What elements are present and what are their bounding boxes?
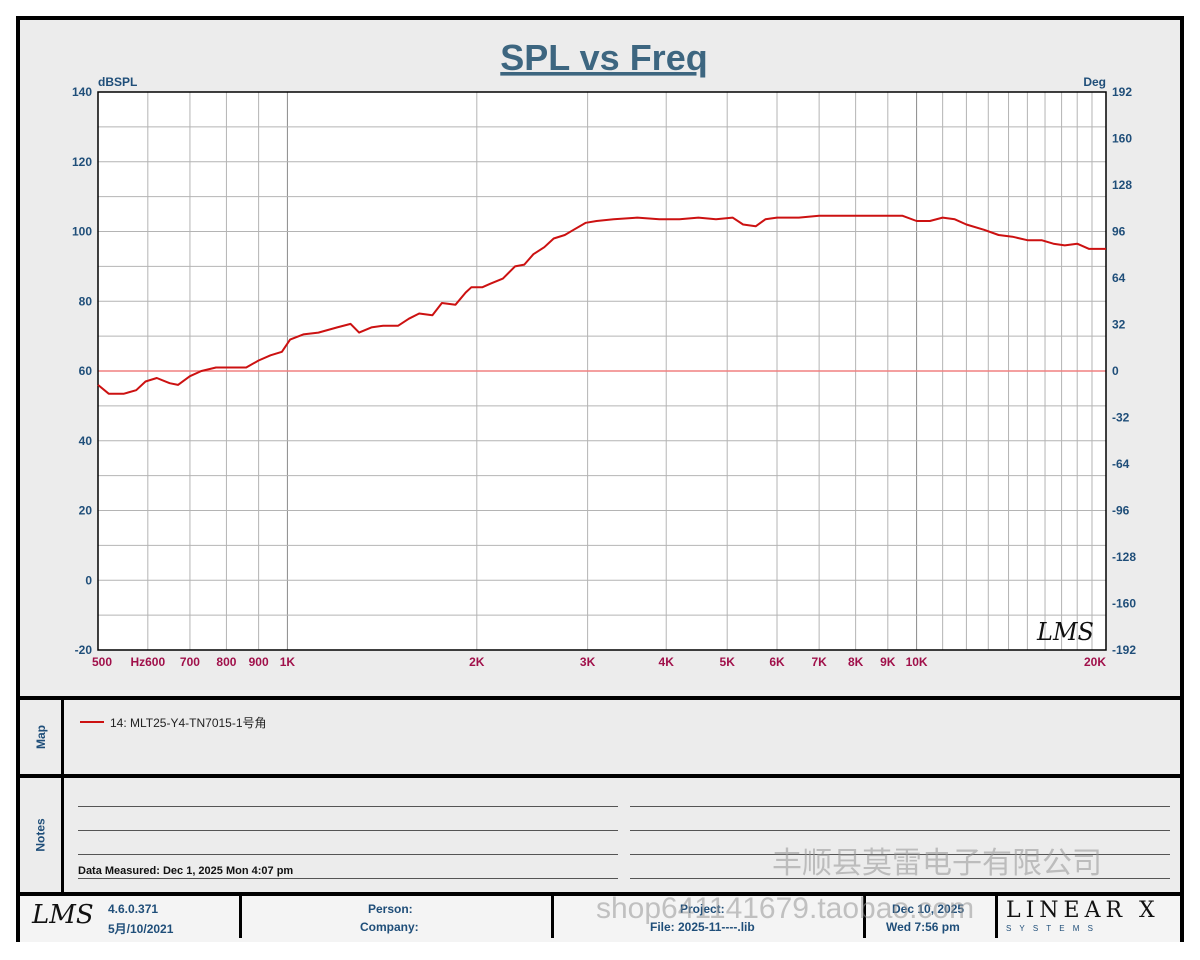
legend-swatch [80, 721, 104, 723]
divider [20, 892, 1180, 896]
map-section: Map 14: MLT25-Y4-TN7015-1号角 [20, 700, 1180, 774]
chart-title: SPL vs Freq [500, 37, 707, 78]
x-tick-label: Hz600 [130, 655, 165, 669]
x-tick-label: 6K [769, 655, 785, 669]
note-line[interactable] [630, 854, 1170, 855]
x-tick-label: 4K [659, 655, 675, 669]
y2-tick-label: -32 [1112, 411, 1130, 425]
y-tick-label: 60 [79, 364, 93, 378]
y-tick-label: 120 [72, 155, 92, 169]
divider [20, 774, 1180, 778]
y-tick-label: 100 [72, 225, 92, 239]
note-line[interactable] [630, 806, 1170, 807]
y2-tick-label: 64 [1112, 271, 1126, 285]
map-label: Map [20, 700, 64, 774]
version-date-text: 5月/10/2021 [108, 922, 174, 936]
y2-tick-label: -128 [1112, 550, 1136, 564]
brand-main: LINEAR X [1006, 898, 1160, 923]
spl-curve [97, 214, 1106, 395]
version-text: 4.6.0.371 [108, 902, 159, 916]
footer-project-cell: Project: File: 2025-11----.lib [554, 896, 866, 938]
x-tick-label: 7K [811, 655, 827, 669]
notes-label: Notes [20, 778, 64, 892]
y2-axis-label: Deg [1083, 75, 1106, 89]
spl-chart: SPL vs Freq dBSPL Deg 140 120 100 80 60 40 20 0 -20… [72, 37, 1136, 669]
y-tick-label: 140 [72, 85, 92, 99]
time-text: Wed 7:56 pm [886, 920, 960, 934]
x-tick-label: 700 [180, 655, 200, 669]
y2-tick-label: 32 [1112, 318, 1126, 332]
x-tick-label: 500 [92, 655, 112, 669]
x-tick-label: 5K [720, 655, 736, 669]
note-line[interactable] [78, 854, 618, 855]
x-tick-label: 1K [280, 655, 296, 669]
file-label: File: 2025-11----.lib [650, 920, 755, 934]
data-measured-text: Data Measured: Dec 1, 2025 Mon 4:07 pm [78, 865, 294, 877]
note-line[interactable] [630, 878, 1170, 879]
y-tick-label: -20 [75, 643, 93, 657]
y-axis-label: dBSPL [98, 75, 137, 89]
y2-tick-label: -64 [1112, 457, 1130, 471]
main-window: SPL vs Freq dBSPL Deg 140 120 100 80 60 40 20 0 -20… [16, 16, 1184, 942]
y2-tick-label: 0 [1112, 364, 1119, 378]
divider [20, 696, 1180, 700]
x-tick-label: 20K [1084, 655, 1106, 669]
footer-person-cell: Person: Company: [242, 896, 554, 938]
x-tick-label: 2K [469, 655, 485, 669]
x-tick-label: 10K [906, 655, 928, 669]
footer-version-cell: LMS 4.6.0.371 5月/10/2021 [20, 896, 242, 938]
y2-tick-label: -192 [1112, 643, 1136, 657]
linearx-logo: LINEAR X S Y S T E M S [998, 896, 1180, 938]
y2-tick-label: 192 [1112, 85, 1132, 99]
y-tick-label: 80 [79, 294, 93, 308]
notes-section: Notes Data Measured: Dec 1, 2025 Mon 4:0… [20, 778, 1180, 892]
note-line[interactable] [78, 878, 618, 879]
company-label: Company: [360, 920, 419, 934]
brand-sub: S Y S T E M S [1006, 924, 1096, 933]
y-tick-label: 0 [85, 573, 92, 587]
y2-tick-label: -160 [1112, 597, 1136, 611]
x-tick-label: 9K [880, 655, 896, 669]
y-tick-label: 40 [79, 434, 93, 448]
note-line[interactable] [78, 830, 618, 831]
y2-tick-label: 96 [1112, 225, 1126, 239]
y-tick-label: 20 [79, 504, 93, 518]
person-label: Person: [368, 902, 413, 916]
lms-plot-logo: LMS [1036, 618, 1094, 646]
footer-bar: LMS 4.6.0.371 5月/10/2021 Person: Company… [20, 896, 1180, 942]
plot-border [97, 91, 1107, 651]
x-tick-label: 3K [580, 655, 596, 669]
shop-watermark: shop641141679.taobao.com [596, 892, 975, 925]
y2-tick-label: 128 [1112, 178, 1132, 192]
footer-date-cell: Dec 10, 2025 Wed 7:56 pm [866, 896, 998, 938]
company-watermark: 丰顺县莫雷电子有限公司 [772, 847, 1102, 880]
lms-logo: LMS [32, 900, 94, 930]
note-line[interactable] [78, 806, 618, 807]
legend-entry: 14: MLT25-Y4-TN7015-1号角 [110, 716, 267, 730]
date-text: Dec 10, 2025 [892, 902, 965, 916]
y2-tick-label: 160 [1112, 132, 1132, 146]
x-tick-label: 8K [848, 655, 864, 669]
x-tick-label: 800 [216, 655, 236, 669]
x-tick-label: 900 [249, 655, 269, 669]
note-line[interactable] [630, 830, 1170, 831]
y2-tick-label: -96 [1112, 504, 1130, 518]
project-label: Project: [680, 902, 725, 916]
